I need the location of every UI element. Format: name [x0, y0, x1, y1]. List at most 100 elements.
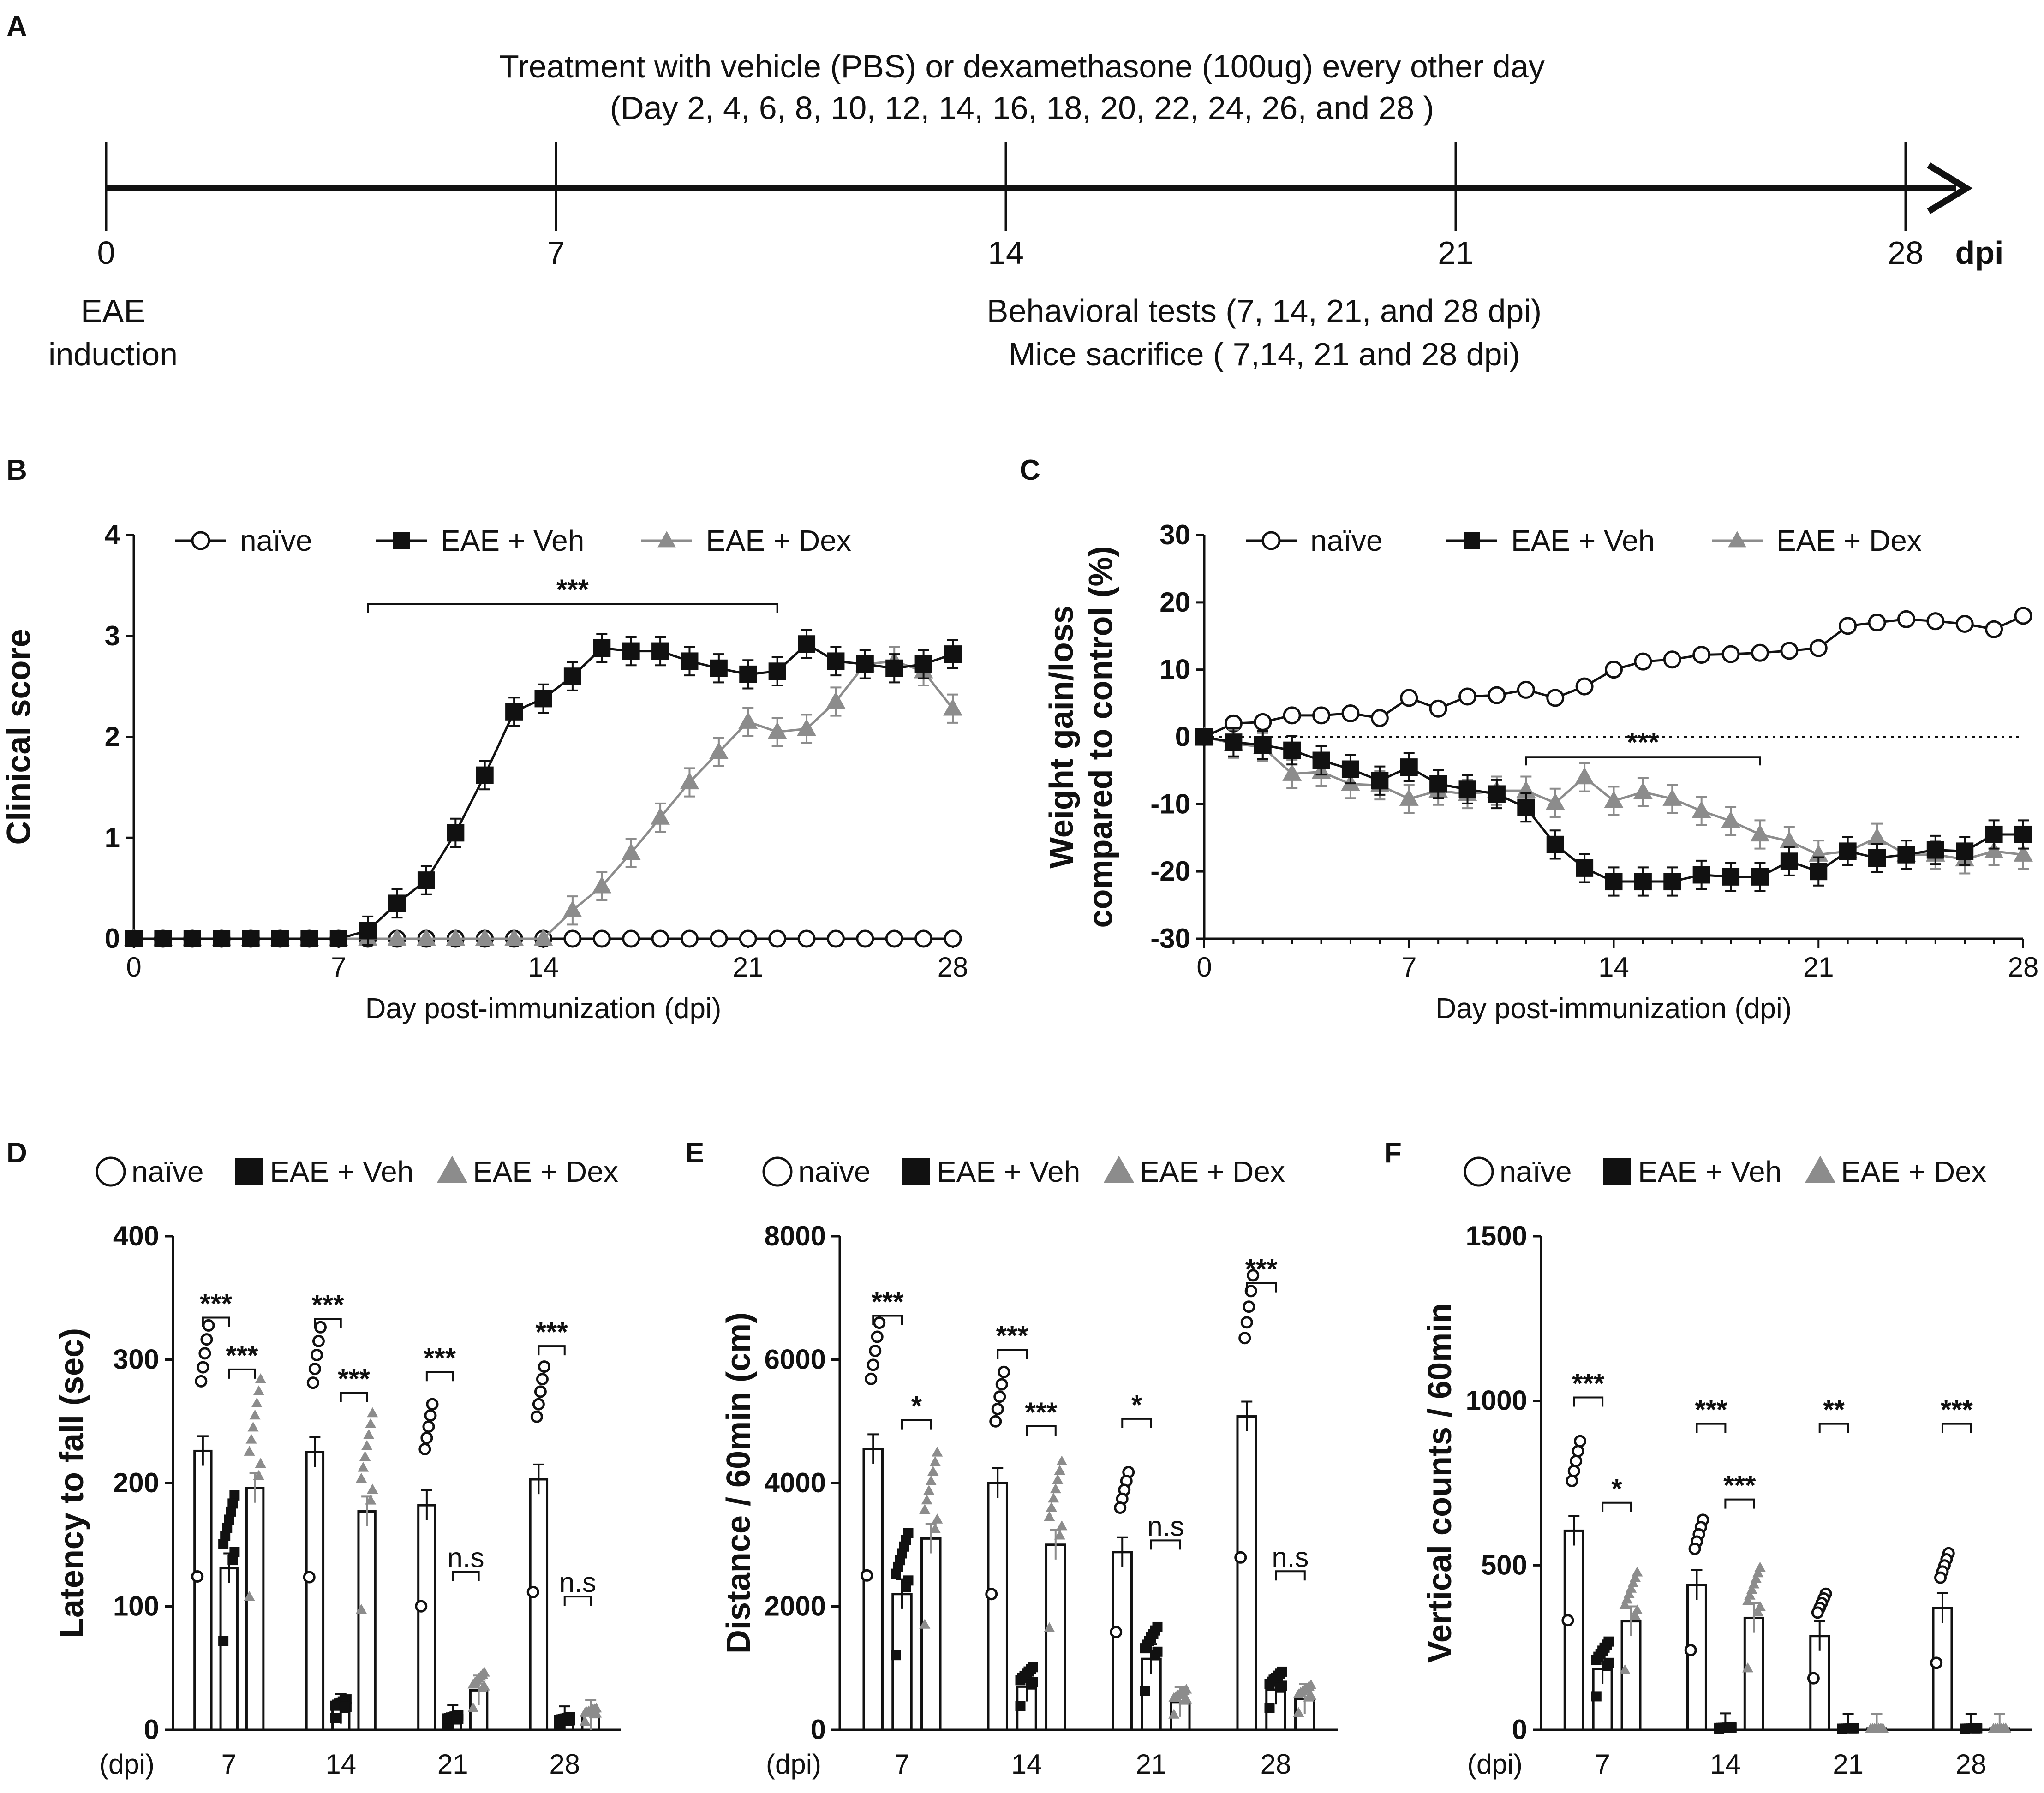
data-point	[1546, 835, 1564, 853]
data-point	[253, 1385, 264, 1395]
data-point	[563, 929, 582, 948]
data-point	[562, 900, 582, 917]
data-point	[563, 667, 581, 685]
data-point	[1605, 661, 1623, 679]
data-point	[417, 871, 435, 889]
data-point	[420, 1431, 433, 1444]
bar	[1045, 1543, 1066, 1731]
data-point	[183, 930, 201, 947]
data-point	[1934, 1571, 1947, 1584]
data-point	[1056, 1455, 1068, 1465]
significance-bracket	[1573, 1396, 1604, 1407]
data-point	[1570, 1454, 1583, 1467]
data-point	[1868, 849, 1886, 867]
data-point	[1839, 842, 1857, 860]
data-point	[1897, 610, 1915, 628]
significance-label: ***	[1572, 1368, 1605, 1399]
data-point	[202, 1319, 215, 1332]
significance-label: ***	[226, 1340, 258, 1371]
data-point	[891, 1568, 901, 1579]
legend-label: EAE + Dex	[1776, 524, 1922, 557]
x-axis-unit: (dpi)	[99, 1749, 155, 1780]
data-point	[1721, 645, 1740, 663]
data-point	[1692, 646, 1711, 664]
data-point	[1632, 1567, 1643, 1577]
data-point	[589, 1708, 600, 1719]
data-point	[1458, 780, 1476, 798]
data-point	[1561, 1614, 1574, 1627]
data-point	[1692, 866, 1710, 884]
data-point	[921, 1494, 932, 1505]
y-tick-label: 2	[105, 721, 120, 752]
data-point	[367, 1407, 378, 1418]
bar	[1236, 1415, 1257, 1731]
data-point	[914, 929, 933, 948]
legend-marker	[1464, 1156, 1494, 1187]
data-point	[932, 1513, 943, 1524]
data-point	[651, 642, 669, 660]
data-point	[314, 1321, 327, 1334]
data-point	[873, 1316, 886, 1329]
data-point	[312, 1334, 325, 1347]
legend-label: naïve	[240, 524, 312, 557]
significance-label: ***	[424, 1342, 456, 1373]
data-point	[891, 1650, 901, 1661]
panel-label-a: A	[6, 11, 27, 42]
data-point	[1247, 1269, 1260, 1282]
significance-bracket	[872, 1315, 903, 1325]
data-point	[651, 929, 669, 948]
data-point	[426, 1398, 439, 1411]
data-point	[303, 1571, 316, 1584]
panel-b-line-chart: B 0 1 2 3 4 0 7 14 21 28 Day post-immunization (dpi…	[0, 454, 968, 1025]
legend-marker	[657, 531, 676, 548]
y-tick-label: 0	[1175, 721, 1190, 752]
significance-label: ***	[1025, 1397, 1058, 1428]
data-point	[1779, 831, 1799, 848]
data-point	[710, 929, 728, 948]
data-point	[220, 1531, 231, 1541]
data-point	[622, 929, 640, 948]
data-point	[867, 1358, 879, 1371]
y-tick-label: 1000	[1466, 1385, 1527, 1416]
x-tick-label: 28	[2008, 952, 2039, 983]
data-point	[213, 930, 231, 947]
data-point	[534, 690, 552, 708]
data-point	[1926, 841, 1944, 859]
data-point	[359, 1451, 371, 1461]
data-point	[592, 876, 612, 894]
y-tick-label: 200	[113, 1467, 159, 1498]
x-category-label: 21	[437, 1749, 468, 1780]
data-point	[2014, 607, 2032, 625]
data-point	[476, 766, 494, 784]
x-tick-label: 21	[1803, 952, 1834, 983]
data-point	[1574, 1435, 1587, 1448]
significance-bracket	[1121, 1418, 1152, 1428]
data-point	[1341, 704, 1360, 722]
eae-induction-line-1: EAE	[81, 293, 145, 329]
data-point	[1044, 1511, 1055, 1521]
data-point	[826, 691, 846, 709]
bar	[1563, 1529, 1584, 1731]
data-point	[856, 655, 874, 673]
significance-bracket	[1150, 1539, 1181, 1550]
data-point	[1721, 810, 1740, 828]
significance-label: ***	[536, 1316, 568, 1347]
data-point	[579, 1716, 591, 1726]
data-point	[1930, 1656, 1943, 1669]
legend-label: EAE + Dex	[1841, 1155, 1986, 1188]
significance-label: ***	[1723, 1470, 1756, 1501]
y-axis-title: Clinical score	[0, 629, 37, 845]
data-point	[919, 1619, 931, 1629]
data-point	[1575, 767, 1595, 785]
data-point	[1752, 1606, 1764, 1617]
data-point	[1400, 689, 1418, 707]
legend-marker	[762, 1156, 793, 1187]
significance-bracket	[340, 1392, 368, 1402]
legend-label: EAE + Dex	[473, 1155, 618, 1188]
bar	[1743, 1616, 1764, 1731]
data-point	[1293, 1688, 1304, 1698]
data-point	[227, 1498, 238, 1509]
data-point	[505, 703, 523, 721]
data-point	[579, 1707, 591, 1717]
data-point	[1634, 652, 1652, 671]
